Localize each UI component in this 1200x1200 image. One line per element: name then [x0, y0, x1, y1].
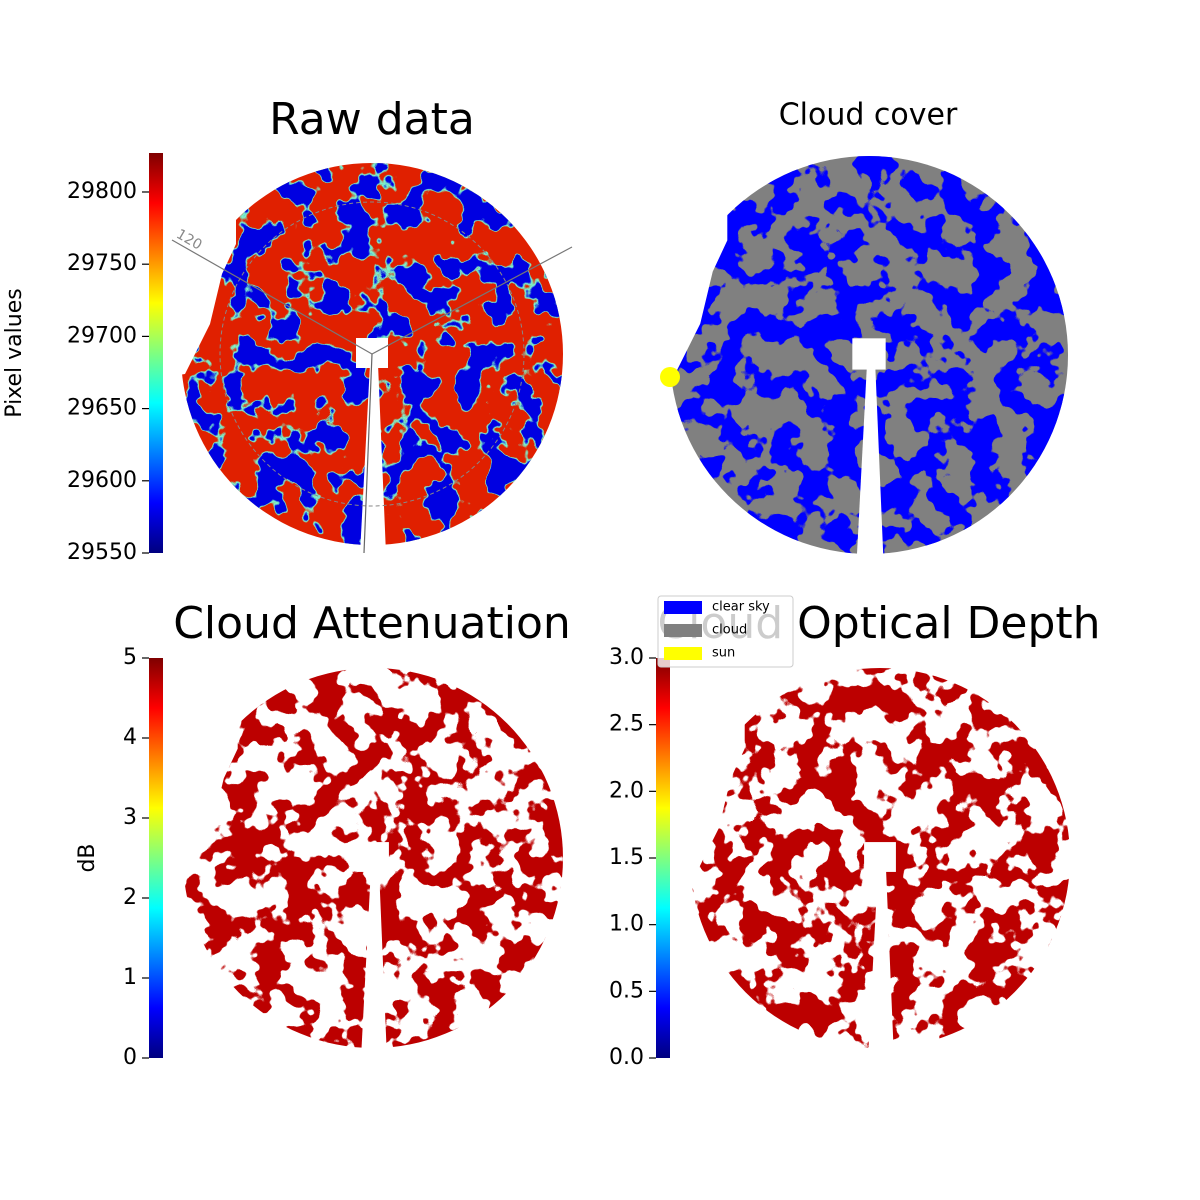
tick-label: 1 — [123, 965, 137, 990]
mask-corner — [681, 659, 745, 880]
mask-center — [357, 842, 389, 872]
polar-axis — [371, 246, 573, 355]
mask-corner — [172, 154, 236, 376]
tick-label: 29800 — [67, 179, 137, 204]
legend: clear sky cloud sun — [657, 595, 794, 668]
mask-center — [864, 842, 896, 872]
tick-label: 0 — [123, 1045, 137, 1070]
tick-label: 5 — [123, 645, 137, 670]
tick-label: 29650 — [67, 396, 137, 421]
tick-label: 2 — [123, 885, 137, 910]
tick-label: 4 — [123, 725, 137, 750]
tick-label: 29550 — [67, 540, 137, 565]
tick-label: 0.5 — [609, 978, 644, 1003]
legend-swatch — [664, 624, 702, 637]
panel-title: Cloud Attenuation — [173, 598, 571, 649]
tick-label: 3.0 — [609, 645, 644, 670]
tick-label: 1.5 — [609, 845, 644, 870]
polar-axis — [171, 239, 373, 355]
panel-title: Raw data — [269, 94, 475, 145]
mask-slit — [361, 867, 387, 1057]
mask-corner — [660, 146, 728, 378]
tick-label: 0.0 — [609, 1045, 644, 1070]
legend-swatch — [664, 647, 702, 660]
colorbar — [149, 153, 163, 553]
tick-label: 29700 — [67, 323, 137, 348]
mask-slit — [856, 365, 884, 564]
sun-marker — [660, 367, 680, 387]
legend-swatch — [664, 601, 702, 614]
polar-grid — [219, 201, 525, 507]
colorbar — [656, 658, 670, 1058]
colorbar-label: Pixel values — [2, 288, 27, 417]
tick-label: 29600 — [67, 468, 137, 493]
panel-title: Cloud cover — [779, 98, 958, 133]
tick-label: 29750 — [67, 251, 137, 276]
tick-label: 2.0 — [609, 778, 644, 803]
tick-label: 3 — [123, 805, 137, 830]
legend-label: cloud — [712, 623, 747, 638]
tick-label: 1.0 — [609, 912, 644, 937]
legend-label: clear sky — [712, 600, 770, 615]
mask-center — [852, 338, 886, 370]
tick-label: 2.5 — [609, 712, 644, 737]
polar-axis — [363, 353, 373, 554]
legend-label: sun — [712, 646, 735, 661]
mask-corner — [174, 659, 238, 880]
mask-slit — [868, 867, 894, 1057]
colorbar — [149, 658, 163, 1058]
mask-slit — [360, 364, 386, 554]
colorbar-label: dB — [75, 843, 100, 872]
